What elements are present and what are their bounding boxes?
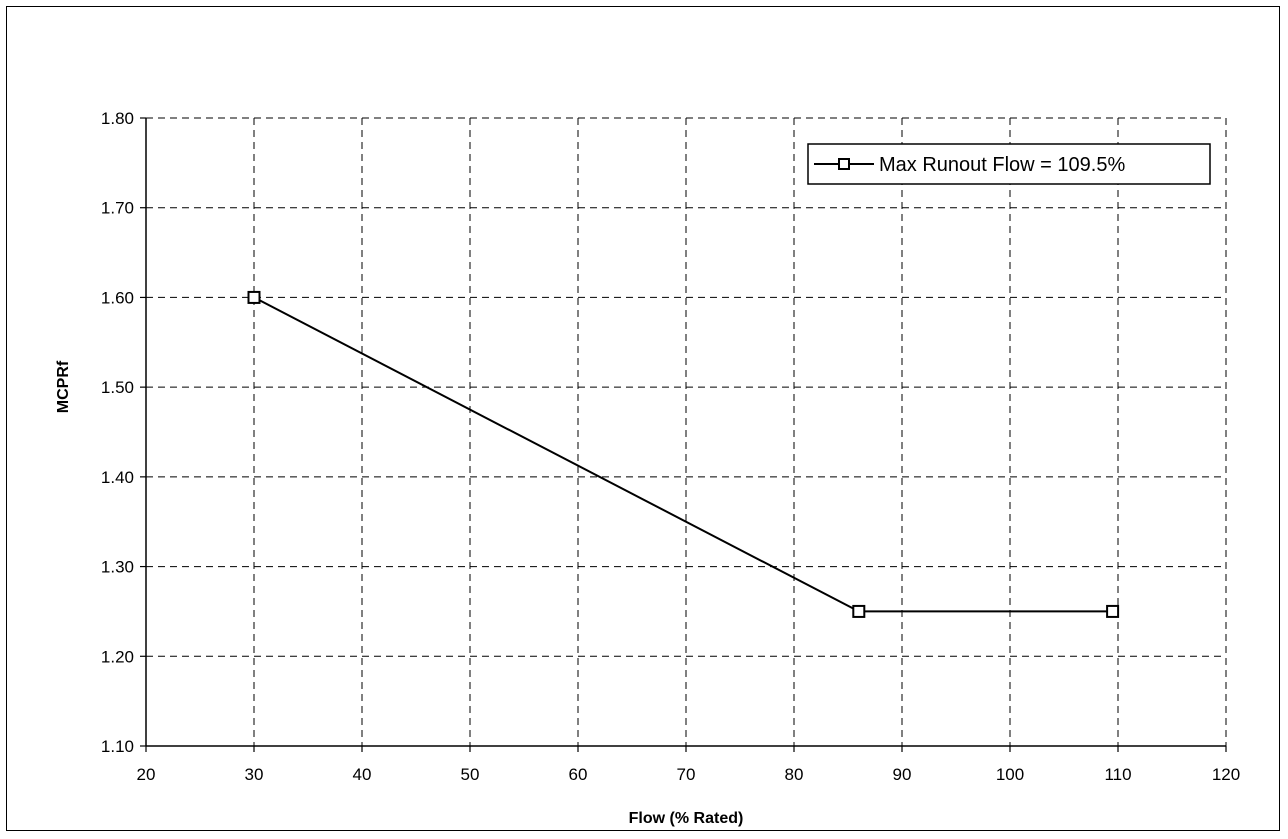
data-point-marker xyxy=(1106,604,1120,618)
y-tick-label: 1.10 xyxy=(101,737,134,756)
x-tick-label: 100 xyxy=(996,765,1024,784)
series-line xyxy=(253,296,1113,613)
y-tick-label: 1.30 xyxy=(101,558,134,577)
y-tick-labels: 1.10 1.20 1.30 1.40 1.50 1.60 1.70 1.80 xyxy=(101,109,134,756)
x-tick-label: 80 xyxy=(785,765,804,784)
x-axis-title: Flow (% Rated) xyxy=(629,810,744,827)
x-tick-labels: 20 30 40 50 60 70 80 90 100 110 120 xyxy=(137,765,1241,784)
x-tick-label: 60 xyxy=(569,765,588,784)
x-tick-label: 110 xyxy=(1104,765,1131,784)
y-tick-label: 1.60 xyxy=(101,288,134,307)
axes xyxy=(140,117,1227,752)
legend: Max Runout Flow = 109.5% xyxy=(807,143,1211,185)
x-tick-label: 20 xyxy=(137,765,156,784)
y-tick-label: 1.40 xyxy=(101,468,134,487)
x-tick-label: 90 xyxy=(893,765,912,784)
x-tick-label: 120 xyxy=(1212,765,1240,784)
data-point-marker xyxy=(247,290,261,304)
x-tick-label: 50 xyxy=(461,765,480,784)
series-lines xyxy=(253,296,1113,613)
y-tick-label: 1.20 xyxy=(101,647,134,666)
legend-marker xyxy=(838,158,850,170)
x-tick-label: 70 xyxy=(677,765,696,784)
legend-box xyxy=(807,143,1211,185)
legend-label: Max Runout Flow = 109.5% xyxy=(879,154,1125,176)
y-tick-label: 1.50 xyxy=(101,378,134,397)
y-axis-title: MCPRf xyxy=(55,360,72,413)
series-markers xyxy=(247,290,1120,618)
grid-lines xyxy=(146,117,1227,746)
data-point-marker xyxy=(852,604,866,618)
x-tick-label: 40 xyxy=(353,765,372,784)
y-tick-label: 1.80 xyxy=(101,109,134,128)
y-tick-label: 1.70 xyxy=(101,199,134,218)
x-tick-label: 30 xyxy=(245,765,264,784)
